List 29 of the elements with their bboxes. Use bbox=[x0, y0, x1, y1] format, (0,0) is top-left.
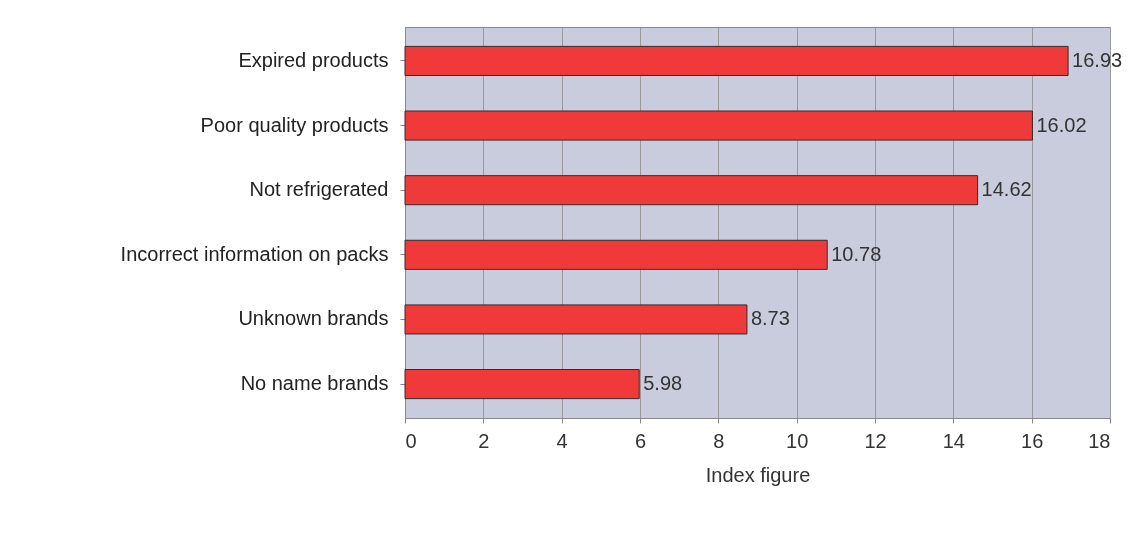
x-tick-label: 10 bbox=[786, 429, 809, 452]
data-label: 14.62 bbox=[981, 178, 1032, 201]
bar bbox=[404, 239, 828, 270]
y-tick-label: Not refrigerated bbox=[249, 178, 389, 201]
data-label: 10.78 bbox=[831, 242, 882, 265]
y-tick-label: No name brands bbox=[240, 372, 389, 395]
y-tick-label: Incorrect information on packs bbox=[120, 242, 389, 265]
y-tick-label: Poor quality products bbox=[200, 113, 389, 136]
x-tick-label: 6 bbox=[634, 429, 647, 452]
data-label: 8.73 bbox=[750, 307, 790, 330]
x-tick-label: 0 bbox=[405, 429, 417, 452]
bar bbox=[404, 304, 748, 335]
x-tick-label: 2 bbox=[478, 429, 490, 452]
x-tick-label: 14 bbox=[942, 429, 965, 452]
y-tick-label: Expired products bbox=[238, 48, 389, 71]
y-tick-label: Unknown brands bbox=[238, 307, 389, 330]
x-tick-label: 18 bbox=[1088, 429, 1111, 452]
bar bbox=[404, 369, 640, 400]
x-tick-label: 4 bbox=[556, 429, 568, 452]
bar bbox=[404, 175, 979, 206]
x-tick-label: 8 bbox=[713, 429, 725, 452]
x-tick-label: 12 bbox=[864, 429, 887, 452]
data-label: 16.93 bbox=[1072, 48, 1123, 71]
bar bbox=[404, 45, 1069, 76]
data-label: 16.02 bbox=[1036, 113, 1087, 136]
data-label: 5.98 bbox=[643, 372, 683, 395]
x-axis-title: Index figure bbox=[705, 463, 811, 486]
x-tick-label: 16 bbox=[1021, 429, 1044, 452]
bar bbox=[404, 110, 1033, 141]
